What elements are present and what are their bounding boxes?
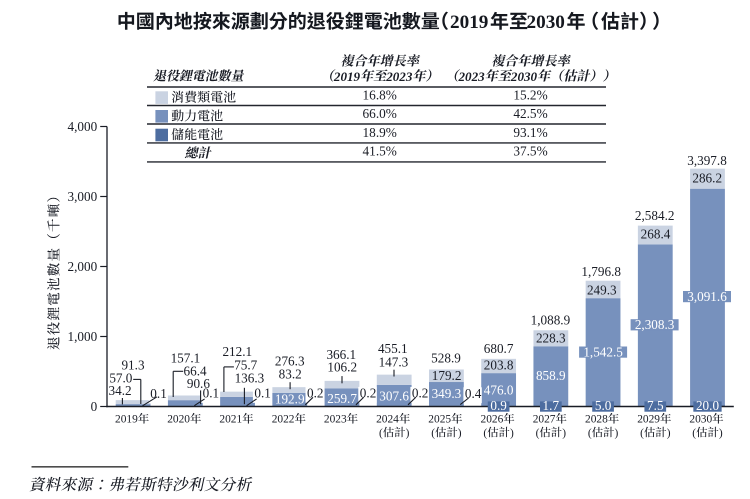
svg-text:528.9: 528.9 xyxy=(431,351,461,366)
svg-text:): ) xyxy=(615,427,619,439)
svg-text:16.8%: 16.8% xyxy=(363,88,397,103)
svg-text:2,584.2: 2,584.2 xyxy=(635,208,675,223)
svg-text:147.3: 147.3 xyxy=(379,355,409,370)
svg-text:34.2: 34.2 xyxy=(109,383,132,398)
svg-text:(: ( xyxy=(483,427,487,439)
svg-text:179.2: 179.2 xyxy=(432,368,462,383)
svg-text:): ) xyxy=(458,427,462,439)
svg-text:106.2: 106.2 xyxy=(327,360,357,375)
svg-text:0.1: 0.1 xyxy=(150,386,166,401)
svg-text:366.1: 366.1 xyxy=(326,347,356,362)
svg-text:15.2%: 15.2% xyxy=(513,88,547,103)
svg-text:2025: 2025 xyxy=(428,414,451,426)
svg-text:858.9: 858.9 xyxy=(536,368,566,383)
svg-text:2023: 2023 xyxy=(385,69,413,84)
svg-text:(: ( xyxy=(640,427,644,439)
svg-text:37.5%: 37.5% xyxy=(513,143,547,158)
svg-text:307.6: 307.6 xyxy=(379,388,409,403)
svg-text:192.9: 192.9 xyxy=(275,391,305,406)
svg-text:7.5: 7.5 xyxy=(647,398,664,413)
svg-text:2021: 2021 xyxy=(219,414,242,426)
svg-text:2019: 2019 xyxy=(333,69,361,84)
svg-text:(: ( xyxy=(588,427,592,439)
svg-text:276.3: 276.3 xyxy=(275,354,305,369)
svg-text:42.5%: 42.5% xyxy=(513,106,547,121)
svg-text:): ) xyxy=(667,427,671,439)
svg-text:(: ( xyxy=(692,427,696,439)
svg-text:): ) xyxy=(510,427,514,439)
svg-text:0.9: 0.9 xyxy=(490,398,507,413)
svg-text:2023: 2023 xyxy=(324,414,347,426)
svg-text:): ) xyxy=(406,427,410,439)
svg-text:476.0: 476.0 xyxy=(484,382,514,397)
svg-text:91.3: 91.3 xyxy=(121,357,144,372)
svg-text:2,308.3: 2,308.3 xyxy=(635,317,675,332)
svg-text:157.1: 157.1 xyxy=(171,351,201,366)
svg-text:0: 0 xyxy=(91,399,98,414)
svg-text:0.4: 0.4 xyxy=(465,386,482,401)
svg-text:20.0: 20.0 xyxy=(696,398,719,413)
svg-text:136.3: 136.3 xyxy=(235,371,265,386)
svg-text:2030: 2030 xyxy=(527,12,565,33)
svg-text:18.9%: 18.9% xyxy=(363,125,397,140)
svg-text:2,000: 2,000 xyxy=(68,259,98,274)
svg-text:0.2: 0.2 xyxy=(412,386,428,401)
svg-text:2020: 2020 xyxy=(167,414,190,426)
svg-text:2026: 2026 xyxy=(481,414,504,426)
svg-text:455.1: 455.1 xyxy=(378,341,408,356)
svg-text:0.2: 0.2 xyxy=(360,386,376,401)
svg-text:1.7: 1.7 xyxy=(543,398,560,413)
svg-text:2024: 2024 xyxy=(376,414,399,426)
svg-text:3,397.8: 3,397.8 xyxy=(687,153,727,168)
svg-text:1,088.9: 1,088.9 xyxy=(531,312,571,327)
svg-text:0.1: 0.1 xyxy=(254,386,270,401)
svg-text:2028: 2028 xyxy=(585,414,608,426)
svg-text:2027: 2027 xyxy=(533,414,556,426)
svg-text:0.2: 0.2 xyxy=(307,386,323,401)
svg-text:(: ( xyxy=(431,427,435,439)
svg-text:2019: 2019 xyxy=(450,12,488,33)
svg-text:): ) xyxy=(562,427,566,439)
svg-text:2030: 2030 xyxy=(510,69,538,84)
svg-text:90.6: 90.6 xyxy=(187,376,210,391)
svg-text:66.4: 66.4 xyxy=(184,364,207,379)
svg-text:249.3: 249.3 xyxy=(587,282,617,297)
svg-text:2029: 2029 xyxy=(637,414,660,426)
svg-text:(: ( xyxy=(536,427,540,439)
svg-text:57.0: 57.0 xyxy=(109,370,132,385)
svg-text:75.7: 75.7 xyxy=(234,357,257,372)
svg-text:286.2: 286.2 xyxy=(692,171,722,186)
svg-text:1,000: 1,000 xyxy=(68,329,98,344)
svg-text:83.2: 83.2 xyxy=(279,366,302,381)
svg-text:203.8: 203.8 xyxy=(484,357,514,372)
svg-text:349.3: 349.3 xyxy=(432,386,462,401)
svg-text:228.3: 228.3 xyxy=(536,330,566,345)
svg-text:2022: 2022 xyxy=(272,414,295,426)
svg-text:41.5%: 41.5% xyxy=(363,143,397,158)
svg-text:4,000: 4,000 xyxy=(68,119,98,134)
svg-text:1,796.8: 1,796.8 xyxy=(581,264,621,279)
svg-text:(: ( xyxy=(379,427,383,439)
svg-text:66.0%: 66.0% xyxy=(363,106,397,121)
svg-text:93.1%: 93.1% xyxy=(513,125,547,140)
svg-text:1,542.5: 1,542.5 xyxy=(583,344,623,359)
svg-text:212.1: 212.1 xyxy=(222,344,252,359)
svg-text:268.4: 268.4 xyxy=(641,226,671,241)
svg-text:5.0: 5.0 xyxy=(595,398,612,413)
svg-text:2019: 2019 xyxy=(115,414,138,426)
svg-text:259.7: 259.7 xyxy=(327,391,357,406)
svg-text:3,091.6: 3,091.6 xyxy=(687,289,727,304)
svg-text:3,000: 3,000 xyxy=(68,189,98,204)
svg-text:680.7: 680.7 xyxy=(484,341,514,356)
svg-text:0.1: 0.1 xyxy=(203,386,219,401)
svg-text:2023: 2023 xyxy=(458,69,486,84)
svg-text:2030: 2030 xyxy=(689,414,712,426)
svg-text:): ) xyxy=(719,427,723,439)
